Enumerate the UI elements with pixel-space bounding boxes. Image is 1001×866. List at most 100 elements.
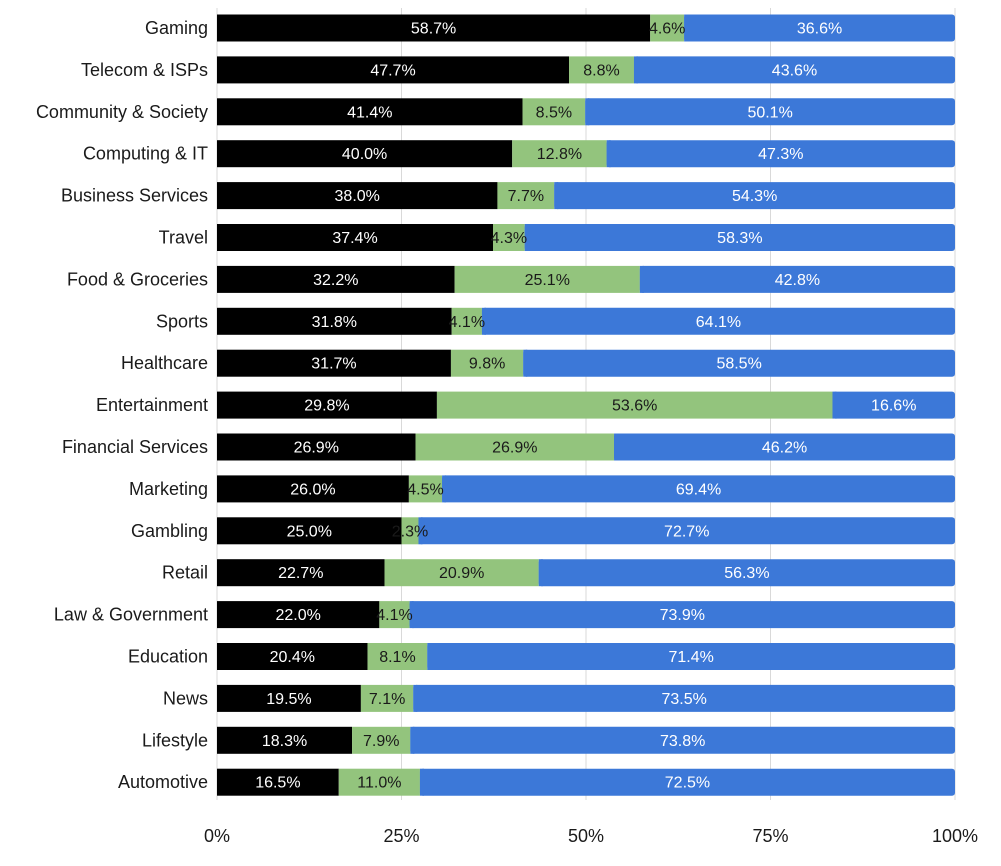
data-label: 26.0% <box>290 481 335 498</box>
bar-row: 26.0% 4.5% 69.4% <box>217 475 956 503</box>
category-labels: Gaming Telecom & ISPs Community & Society C… <box>36 18 208 792</box>
x-tick-label: 0% <box>204 826 230 846</box>
bar-segment <box>217 643 368 670</box>
bar-row: 22.0% 4.1% 73.9% <box>217 601 955 629</box>
data-label: 43.6% <box>772 62 817 79</box>
bar-row: 19.5% 7.1% 73.5% <box>217 684 956 712</box>
bar-segment <box>217 517 402 545</box>
bar-segment <box>217 349 451 377</box>
bar-segment <box>217 768 339 796</box>
category-label: Retail <box>162 563 208 583</box>
bar-segment <box>401 517 419 545</box>
category-label: Sports <box>156 311 208 331</box>
bar-segment <box>415 433 615 461</box>
category-label: Marketing <box>129 479 208 499</box>
data-label: 2.3% <box>392 523 428 540</box>
bar-segment <box>585 98 955 126</box>
category-label: Gambling <box>131 521 208 541</box>
data-label: 12.8% <box>537 146 582 163</box>
bar-segment-edge <box>633 56 638 84</box>
bar-row: 31.8% 4.1% 64.1% <box>217 307 955 335</box>
bar-segment <box>217 98 523 126</box>
bar-row: 38.0% 7.7% 54.3% <box>217 182 955 210</box>
bar-segment <box>606 140 955 168</box>
data-label: 4.1% <box>449 314 485 331</box>
bar-row: 31.7% 9.8% 58.5% <box>217 349 955 377</box>
bar-segment <box>217 601 380 629</box>
bar-segment <box>217 433 416 461</box>
bar-row: 41.4% 8.5% 50.1% <box>217 98 955 126</box>
data-label: 7.9% <box>363 733 399 750</box>
category-label: Automotive <box>118 772 208 792</box>
bar-segment <box>454 265 640 293</box>
data-label: 53.6% <box>612 398 657 415</box>
bar-segment <box>217 182 498 210</box>
data-label: 18.3% <box>262 733 307 750</box>
data-label: 64.1% <box>696 314 741 331</box>
data-label: 25.0% <box>287 523 332 540</box>
data-label: 4.3% <box>491 230 527 247</box>
bar-row: 47.7% 8.8% 43.6% <box>217 56 955 84</box>
bar-row: 16.5% 11.0% 72.5% <box>217 768 955 796</box>
data-label: 69.4% <box>676 481 721 498</box>
bar-segment-edge <box>413 684 418 712</box>
bar-segment <box>379 601 410 629</box>
bar-segment-edge <box>409 601 414 629</box>
bar-segment <box>217 14 651 42</box>
category-label: Entertainment <box>96 395 208 415</box>
bar-segment <box>217 307 452 335</box>
bar-row: 29.8% 53.6% 16.6% <box>217 391 955 419</box>
bar-segment-edge <box>614 433 619 461</box>
bar-segment-edge <box>585 98 590 126</box>
bar-row: 20.4% 8.1% 71.4% <box>217 643 956 670</box>
bar-segment <box>419 768 955 796</box>
bar-segment <box>493 224 525 251</box>
data-label: 37.4% <box>332 230 377 247</box>
data-label: 31.8% <box>312 314 357 331</box>
bar-row: 25.0% 2.3% 72.7% <box>217 517 955 545</box>
data-label: 73.9% <box>660 607 705 624</box>
data-label: 4.1% <box>376 607 412 624</box>
x-tick-label: 25% <box>383 826 419 846</box>
bar-segment <box>450 349 524 377</box>
data-label: 31.7% <box>311 356 356 373</box>
bar-segment <box>217 475 409 503</box>
data-label: 4.5% <box>407 481 443 498</box>
bar-segment <box>451 307 482 335</box>
bar-segment <box>684 14 955 42</box>
data-label: 38.0% <box>335 188 380 205</box>
bar-segment-edge <box>538 559 543 587</box>
data-label: 20.4% <box>270 649 315 666</box>
bar-segment <box>554 182 955 210</box>
bar-segment <box>418 517 955 545</box>
data-label: 22.7% <box>278 565 323 582</box>
data-label: 32.2% <box>313 272 358 289</box>
bar-segment <box>384 559 539 587</box>
bar-segment <box>217 559 385 587</box>
bar-segment <box>633 56 955 84</box>
data-label: 58.3% <box>717 230 762 247</box>
data-label: 8.1% <box>379 649 415 666</box>
bar-segment-edge <box>427 643 432 670</box>
data-label: 58.5% <box>716 356 761 373</box>
bar-segment <box>413 684 956 712</box>
bar-segment <box>217 684 361 712</box>
data-label: 8.8% <box>583 62 619 79</box>
bar-segment <box>523 349 955 377</box>
data-label: 26.9% <box>294 440 339 457</box>
bar-segment <box>410 726 956 754</box>
bar-segment <box>360 684 414 712</box>
bar-row: 26.9% 26.9% 46.2% <box>217 433 955 461</box>
bar-segment <box>832 391 955 419</box>
bar-segment <box>524 224 955 251</box>
data-label: 11.0% <box>357 775 401 792</box>
bar-segment-edge <box>554 182 559 210</box>
data-label: 20.9% <box>439 565 484 582</box>
bar-row: 37.4% 4.3% 58.3% <box>217 224 955 251</box>
category-label: Computing & IT <box>83 144 208 164</box>
bar-segment <box>352 726 411 754</box>
data-label: 71.4% <box>668 649 713 666</box>
bar-segment <box>512 140 607 168</box>
bar-row: 40.0% 12.8% 47.3% <box>217 140 955 168</box>
data-label: 36.6% <box>797 21 842 38</box>
